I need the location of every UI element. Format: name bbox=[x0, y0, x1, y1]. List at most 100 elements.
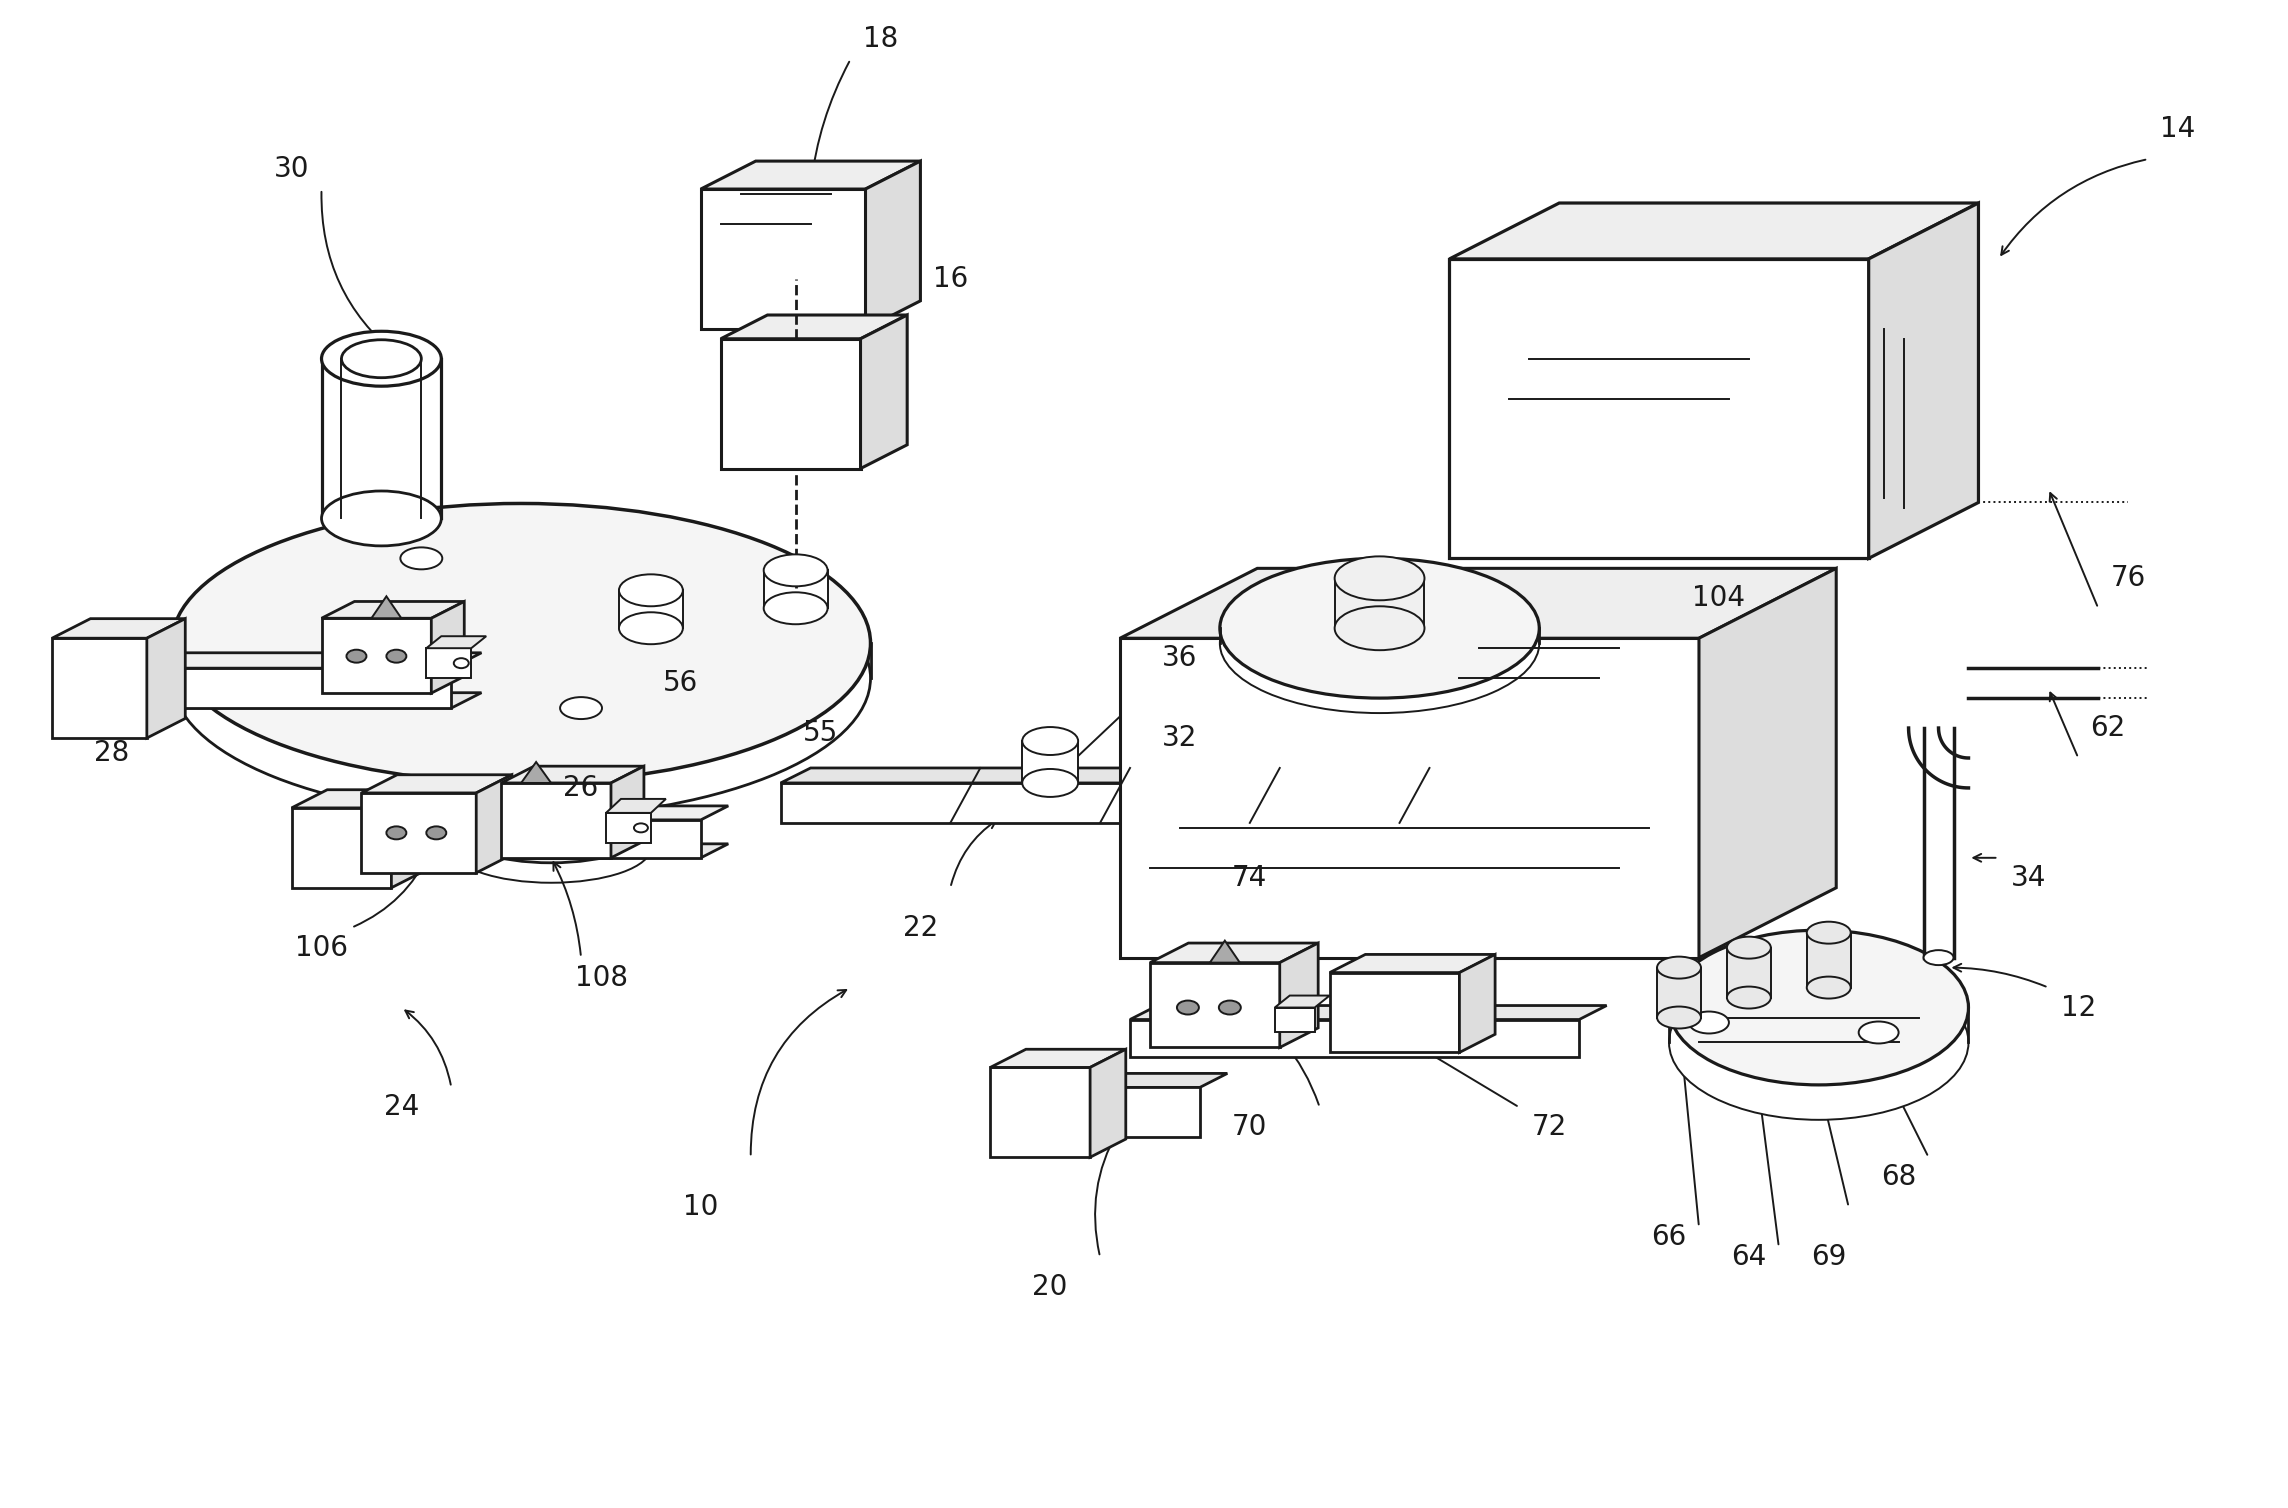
Polygon shape bbox=[382, 844, 728, 858]
Ellipse shape bbox=[345, 650, 366, 662]
Polygon shape bbox=[146, 618, 185, 737]
Text: 30: 30 bbox=[275, 155, 309, 182]
Ellipse shape bbox=[634, 823, 648, 832]
Polygon shape bbox=[991, 1050, 1126, 1068]
Polygon shape bbox=[620, 590, 682, 629]
Text: 104: 104 bbox=[1693, 584, 1746, 612]
Ellipse shape bbox=[1220, 558, 1540, 698]
Ellipse shape bbox=[1334, 556, 1425, 600]
Polygon shape bbox=[382, 805, 728, 820]
Polygon shape bbox=[1274, 995, 1329, 1007]
Polygon shape bbox=[1274, 1007, 1316, 1033]
Ellipse shape bbox=[387, 650, 407, 662]
Polygon shape bbox=[1869, 204, 1979, 558]
Ellipse shape bbox=[451, 813, 650, 882]
Polygon shape bbox=[522, 762, 551, 783]
Polygon shape bbox=[1151, 962, 1279, 1048]
Ellipse shape bbox=[764, 593, 828, 624]
Text: 76: 76 bbox=[2110, 564, 2146, 593]
Polygon shape bbox=[700, 188, 865, 329]
Ellipse shape bbox=[764, 555, 828, 587]
Text: 18: 18 bbox=[863, 26, 899, 53]
Polygon shape bbox=[700, 161, 920, 188]
Polygon shape bbox=[721, 315, 906, 339]
Polygon shape bbox=[391, 790, 428, 888]
Polygon shape bbox=[1460, 955, 1494, 1053]
Polygon shape bbox=[606, 799, 666, 813]
Polygon shape bbox=[501, 783, 611, 858]
Text: 22: 22 bbox=[904, 914, 938, 941]
Text: 24: 24 bbox=[384, 1093, 419, 1122]
Polygon shape bbox=[1329, 973, 1460, 1053]
Polygon shape bbox=[1448, 259, 1869, 558]
Polygon shape bbox=[1448, 204, 1979, 259]
Polygon shape bbox=[721, 339, 860, 469]
Ellipse shape bbox=[561, 697, 602, 719]
Polygon shape bbox=[323, 602, 464, 618]
Text: 72: 72 bbox=[1531, 1113, 1567, 1142]
Ellipse shape bbox=[1220, 1000, 1240, 1015]
Text: 14: 14 bbox=[2160, 115, 2196, 143]
Polygon shape bbox=[1279, 942, 1318, 1048]
Polygon shape bbox=[362, 775, 513, 793]
Text: 12: 12 bbox=[2061, 994, 2096, 1021]
Ellipse shape bbox=[1727, 936, 1771, 959]
Polygon shape bbox=[371, 596, 400, 618]
Polygon shape bbox=[501, 766, 643, 783]
Ellipse shape bbox=[341, 339, 421, 377]
Ellipse shape bbox=[400, 547, 442, 570]
Polygon shape bbox=[780, 768, 1510, 783]
Text: 16: 16 bbox=[934, 265, 968, 293]
Ellipse shape bbox=[426, 826, 446, 840]
Polygon shape bbox=[1130, 1019, 1579, 1057]
Polygon shape bbox=[860, 315, 906, 469]
Polygon shape bbox=[1020, 1087, 1199, 1137]
Ellipse shape bbox=[1657, 1006, 1700, 1028]
Polygon shape bbox=[71, 668, 451, 709]
Polygon shape bbox=[1121, 638, 1700, 958]
Polygon shape bbox=[1020, 1074, 1226, 1087]
Ellipse shape bbox=[1689, 1012, 1730, 1033]
Ellipse shape bbox=[1220, 573, 1540, 713]
Ellipse shape bbox=[1023, 727, 1078, 756]
Ellipse shape bbox=[1727, 986, 1771, 1009]
Polygon shape bbox=[1657, 968, 1700, 1018]
Polygon shape bbox=[1727, 947, 1771, 998]
Ellipse shape bbox=[1023, 769, 1078, 796]
Polygon shape bbox=[1334, 579, 1425, 629]
Polygon shape bbox=[426, 648, 471, 679]
Ellipse shape bbox=[451, 793, 650, 863]
Ellipse shape bbox=[453, 657, 469, 668]
Polygon shape bbox=[291, 790, 428, 808]
Polygon shape bbox=[1089, 1050, 1126, 1157]
Polygon shape bbox=[1808, 932, 1851, 988]
Polygon shape bbox=[323, 618, 432, 694]
Ellipse shape bbox=[1176, 1000, 1199, 1015]
Ellipse shape bbox=[620, 612, 682, 644]
Polygon shape bbox=[382, 820, 700, 858]
Text: 66: 66 bbox=[1652, 1223, 1686, 1252]
Ellipse shape bbox=[629, 578, 673, 599]
Ellipse shape bbox=[1334, 606, 1425, 650]
Polygon shape bbox=[1130, 1006, 1606, 1019]
Text: 108: 108 bbox=[574, 964, 627, 992]
Text: 34: 34 bbox=[2011, 864, 2045, 891]
Ellipse shape bbox=[1657, 956, 1700, 979]
Ellipse shape bbox=[1808, 977, 1851, 998]
Polygon shape bbox=[764, 570, 828, 608]
Text: 56: 56 bbox=[664, 670, 698, 697]
Polygon shape bbox=[1700, 569, 1837, 958]
Text: 74: 74 bbox=[1233, 864, 1268, 891]
Ellipse shape bbox=[323, 332, 442, 386]
Ellipse shape bbox=[1858, 1021, 1899, 1044]
Ellipse shape bbox=[1668, 930, 1968, 1084]
Polygon shape bbox=[1329, 955, 1494, 973]
Polygon shape bbox=[426, 636, 487, 648]
Polygon shape bbox=[1121, 569, 1837, 638]
Polygon shape bbox=[71, 692, 480, 709]
Ellipse shape bbox=[387, 826, 407, 840]
Text: 20: 20 bbox=[1032, 1273, 1068, 1301]
Polygon shape bbox=[1210, 941, 1240, 962]
Text: 10: 10 bbox=[684, 1193, 718, 1221]
Ellipse shape bbox=[620, 575, 682, 606]
